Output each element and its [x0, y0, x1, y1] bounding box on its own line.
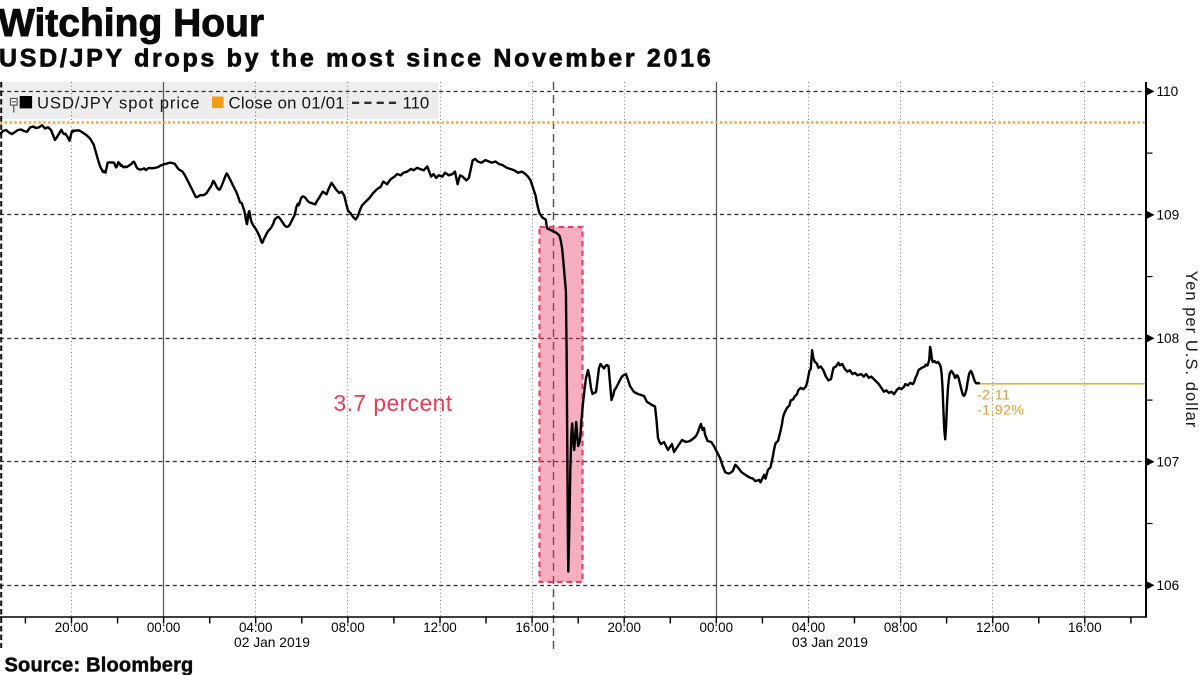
- svg-text:20:00: 20:00: [607, 620, 641, 635]
- svg-text:106: 106: [1157, 578, 1180, 593]
- svg-text:110: 110: [1157, 84, 1179, 99]
- svg-text:08:00: 08:00: [884, 620, 918, 635]
- svg-text:02 Jan 2019: 02 Jan 2019: [234, 635, 310, 650]
- svg-text:04:00: 04:00: [792, 620, 826, 635]
- svg-text:12:00: 12:00: [976, 620, 1010, 635]
- svg-text:3.7 percent: 3.7 percent: [334, 390, 453, 416]
- svg-text:00:00: 00:00: [147, 620, 181, 635]
- svg-text:Source: Bloomberg: Source: Bloomberg: [5, 655, 194, 675]
- svg-text:-1.92%: -1.92%: [977, 402, 1024, 418]
- svg-text:Close on 01/01: Close on 01/01: [229, 94, 345, 113]
- svg-text:109: 109: [1157, 208, 1180, 223]
- svg-text:16:00: 16:00: [515, 620, 549, 635]
- svg-text:110: 110: [403, 94, 430, 113]
- svg-text:08:00: 08:00: [331, 620, 365, 635]
- svg-text:-2.11: -2.11: [977, 387, 1010, 403]
- svg-text:16:00: 16:00: [1068, 620, 1102, 635]
- svg-text:00:00: 00:00: [700, 620, 734, 635]
- svg-text:12:00: 12:00: [423, 620, 457, 635]
- svg-text:USD/JPY drops by the most sinc: USD/JPY drops by the most since November…: [0, 44, 713, 72]
- svg-text:USD/JPY spot price: USD/JPY spot price: [37, 94, 200, 113]
- svg-text:Witching Hour: Witching Hour: [0, 2, 264, 45]
- svg-text:107: 107: [1157, 455, 1180, 470]
- svg-text:04:00: 04:00: [239, 620, 273, 635]
- svg-text:03 Jan 2019: 03 Jan 2019: [792, 635, 868, 650]
- svg-text:108: 108: [1157, 331, 1180, 346]
- svg-text:Yen per U.S. dollar: Yen per U.S. dollar: [1182, 271, 1200, 429]
- svg-text:20:00: 20:00: [55, 620, 89, 635]
